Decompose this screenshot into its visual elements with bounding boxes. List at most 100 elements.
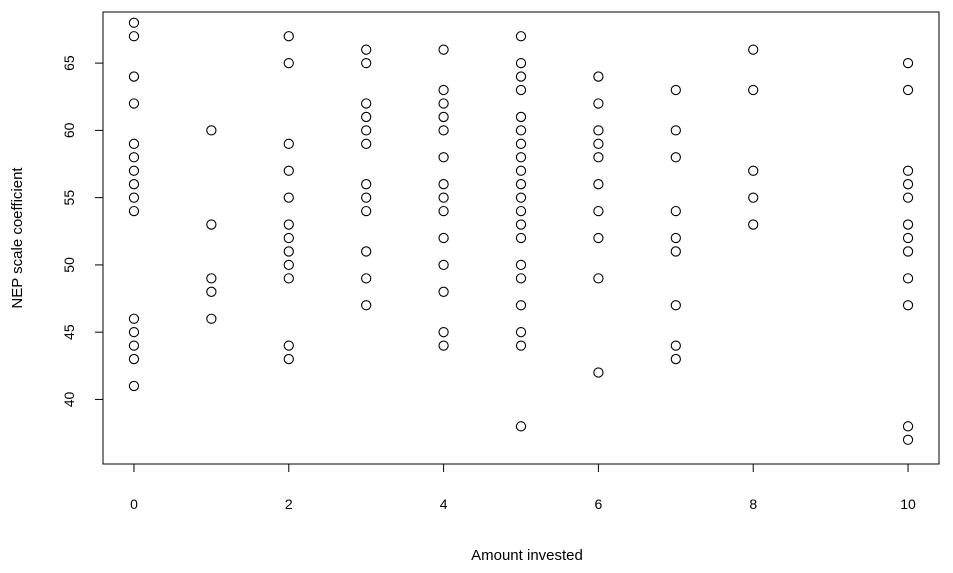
data-point	[515, 205, 527, 217]
data-point	[438, 84, 449, 96]
data-point	[283, 353, 294, 365]
data-point	[283, 192, 294, 203]
data-point	[283, 259, 294, 271]
data-point	[902, 219, 914, 230]
data-point	[515, 327, 527, 338]
data-point	[206, 125, 217, 136]
data-point	[128, 192, 140, 203]
x-tick-label: 8	[749, 496, 757, 512]
data-point	[283, 138, 294, 149]
data-point	[515, 57, 527, 69]
x-tick-label: 0	[130, 496, 138, 512]
x-tick-label: 2	[285, 496, 293, 512]
data-point	[902, 232, 914, 244]
data-point	[902, 179, 914, 190]
data-point	[515, 192, 527, 203]
data-point	[438, 152, 449, 163]
data-point	[361, 138, 372, 149]
data-point	[283, 31, 294, 42]
data-point	[593, 152, 604, 163]
data-point	[515, 421, 527, 432]
data-point	[438, 286, 449, 297]
data-point	[361, 57, 372, 69]
data-point	[670, 84, 681, 96]
data-point	[593, 232, 604, 244]
data-point	[515, 340, 527, 351]
data-point	[593, 179, 604, 190]
data-point	[748, 192, 759, 203]
x-axis-title: Amount invested	[471, 547, 583, 564]
y-tick-label: 45	[61, 324, 77, 340]
x-tick-label: 6	[595, 496, 603, 512]
data-point	[670, 205, 681, 217]
data-point	[902, 84, 914, 96]
data-point	[128, 31, 140, 42]
y-tick-label: 65	[61, 55, 77, 71]
data-point	[902, 434, 914, 445]
data-point	[748, 84, 759, 96]
data-point	[438, 205, 449, 217]
data-point	[128, 179, 140, 190]
data-point	[438, 179, 449, 190]
data-point	[670, 232, 681, 244]
data-point	[128, 313, 140, 324]
data-point	[361, 98, 372, 109]
data-point	[206, 313, 217, 324]
data-point	[438, 259, 449, 271]
data-point	[206, 286, 217, 297]
data-point	[670, 300, 681, 311]
data-point	[670, 353, 681, 365]
data-point	[128, 165, 140, 176]
x-tick-label: 10	[900, 496, 916, 512]
data-point	[593, 125, 604, 136]
data-point	[438, 232, 449, 244]
data-point	[283, 219, 294, 230]
y-tick-label: 55	[61, 190, 77, 206]
data-point	[515, 152, 527, 163]
data-point	[283, 273, 294, 284]
data-point	[438, 192, 449, 203]
data-point	[902, 165, 914, 176]
data-point	[515, 125, 527, 136]
data-point	[128, 340, 140, 351]
data-point	[593, 98, 604, 109]
data-point	[283, 57, 294, 69]
data-point	[515, 259, 527, 271]
data-point	[361, 273, 372, 284]
data-point	[670, 340, 681, 351]
data-point	[593, 367, 604, 378]
data-point	[283, 165, 294, 176]
data-point	[902, 421, 914, 432]
data-point	[438, 340, 449, 351]
data-point	[283, 232, 294, 244]
data-point	[515, 111, 527, 123]
data-point	[361, 300, 372, 311]
data-point	[670, 125, 681, 136]
data-point	[515, 300, 527, 311]
data-point	[515, 71, 527, 82]
data-points	[128, 17, 914, 445]
data-point	[206, 273, 217, 284]
data-point	[361, 179, 372, 190]
data-point	[670, 152, 681, 163]
data-point	[515, 31, 527, 42]
data-point	[128, 98, 140, 109]
data-point	[361, 111, 372, 123]
data-point	[748, 219, 759, 230]
data-point	[438, 98, 449, 109]
data-point	[128, 327, 140, 338]
data-point	[902, 273, 914, 284]
data-point	[283, 246, 294, 257]
data-point	[438, 125, 449, 136]
data-point	[902, 57, 914, 69]
y-tick-label: 60	[61, 122, 77, 138]
data-point	[361, 44, 372, 55]
data-point	[593, 273, 604, 284]
data-point	[515, 84, 527, 96]
data-point	[438, 327, 449, 338]
data-point	[128, 353, 140, 365]
x-axis: 0 2 4 6 8 10	[130, 463, 916, 512]
data-point	[902, 300, 914, 311]
data-point	[902, 246, 914, 257]
